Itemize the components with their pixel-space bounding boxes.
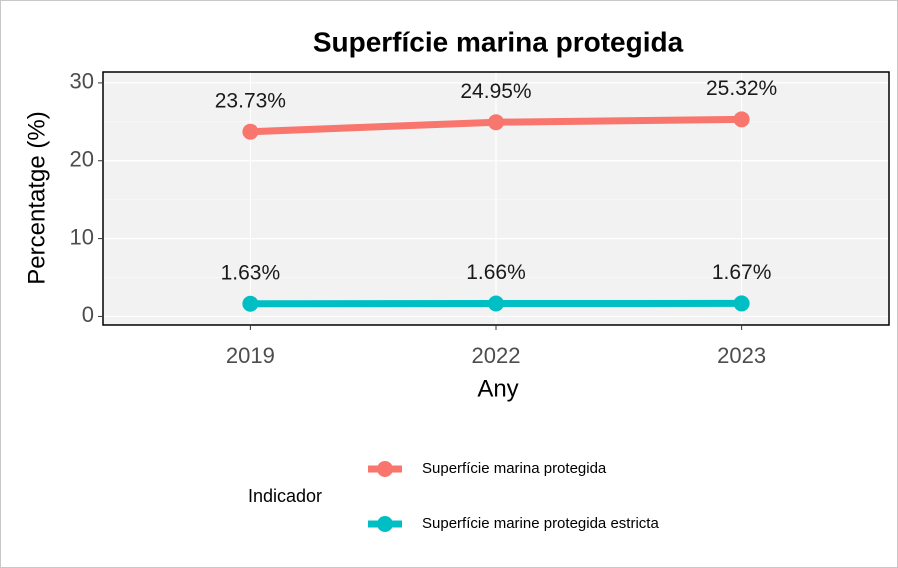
y-tick-label: 0 xyxy=(82,302,94,327)
data-label: 1.67% xyxy=(712,261,772,284)
x-tick-label: 2019 xyxy=(226,343,275,368)
data-label: 25.32% xyxy=(706,77,777,100)
legend-key-point xyxy=(377,516,393,532)
chart-title: Superfície marina protegida xyxy=(313,26,684,57)
x-tick-label: 2022 xyxy=(472,343,521,368)
legend-key-point xyxy=(377,461,393,477)
data-point xyxy=(488,114,504,131)
data-point xyxy=(242,295,259,312)
data-point xyxy=(733,111,750,128)
y-tick-label: 10 xyxy=(70,224,94,249)
y-tick-label: 20 xyxy=(70,147,94,172)
data-label: 1.63% xyxy=(221,261,281,284)
data-point xyxy=(733,295,750,312)
x-axis-label: Any xyxy=(477,375,518,402)
data-label: 1.66% xyxy=(466,261,526,284)
marks: 23.73% 24.95% 25.32% 1.63% 1.66% 1.67% xyxy=(215,77,777,312)
legend-title: Indicador xyxy=(248,486,322,506)
legend-label: Superfície marina protegida xyxy=(422,460,607,477)
data-label: 23.73% xyxy=(215,89,286,112)
data-label: 24.95% xyxy=(460,80,531,103)
y-axis-label: Percentatge (%) xyxy=(23,111,50,284)
data-point xyxy=(242,123,259,140)
x-tick-label: 2023 xyxy=(717,343,766,368)
data-point xyxy=(488,295,504,312)
legend-label: Superfície marine protegida estricta xyxy=(422,515,659,532)
y-tick-label: 30 xyxy=(70,69,94,94)
